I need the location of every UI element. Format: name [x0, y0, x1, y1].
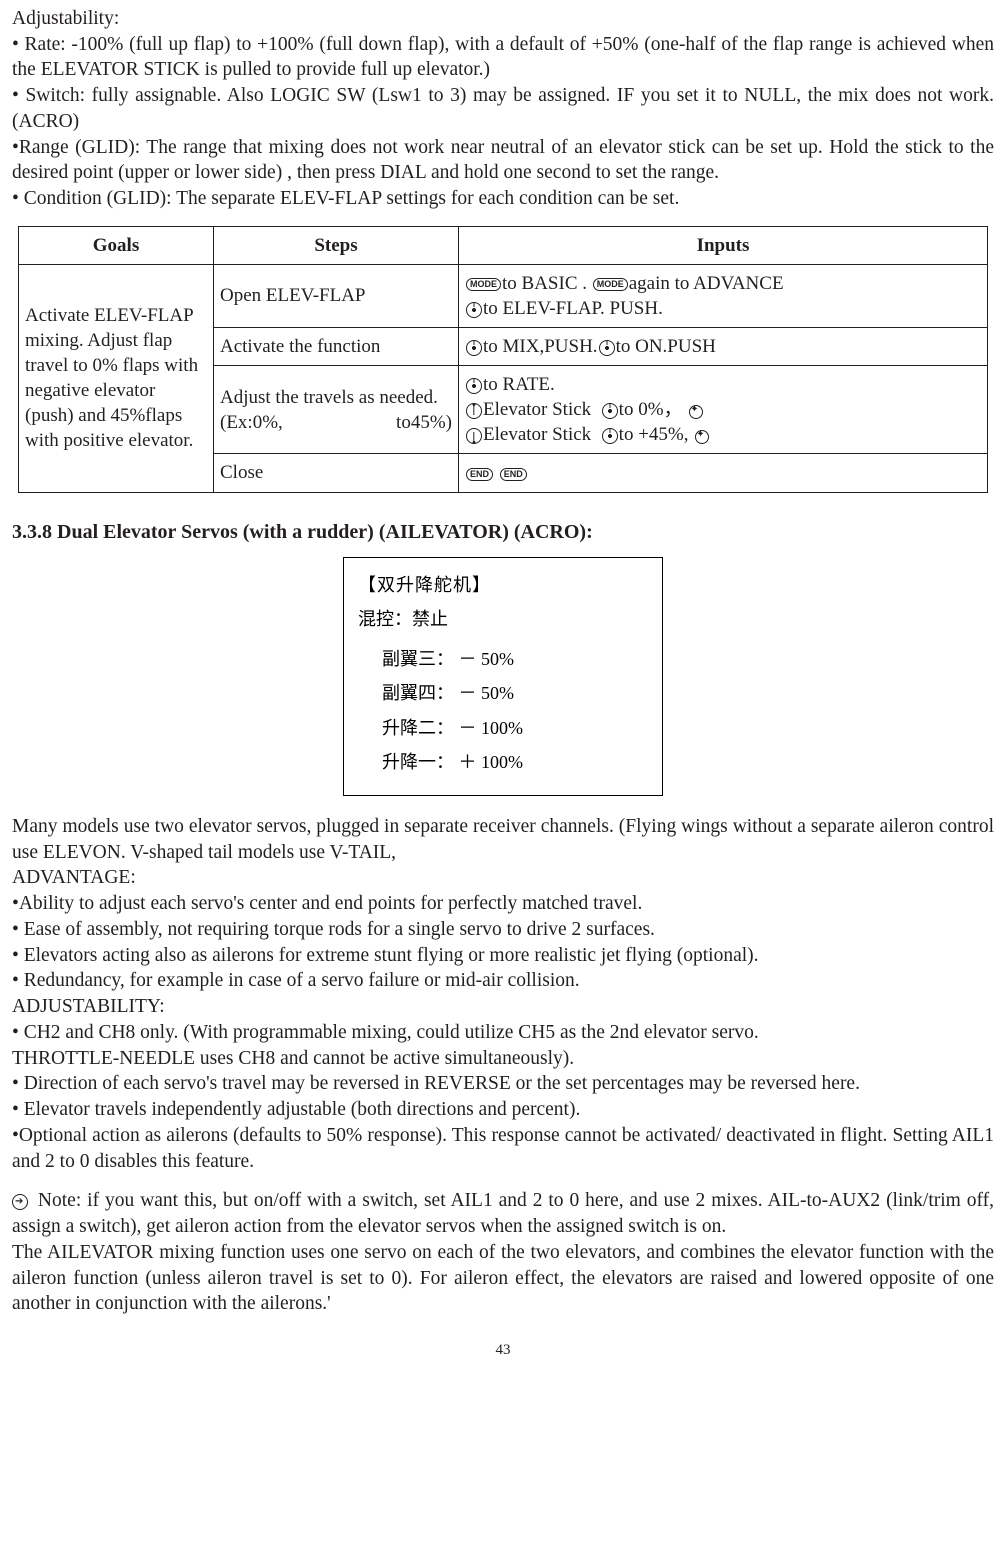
note-paragraph: Note: if you want this, but on/off with …: [12, 1188, 994, 1239]
final-paragraph: The AILEVATOR mixing function uses one s…: [12, 1240, 994, 1317]
adjustability-heading: Adjustability:: [12, 6, 994, 32]
th-steps: Steps: [214, 226, 459, 264]
adjustability-item: THROTTLE-NEEDLE uses CH8 and cannot be a…: [12, 1046, 994, 1072]
spark-icon: [688, 403, 704, 419]
th-goals: Goals: [19, 226, 214, 264]
input-cell: to MIX,PUSH. to ON.PUSH: [459, 328, 988, 366]
txt: to ELEV-FLAP. PUSH.: [483, 298, 663, 319]
adjustability-item: • Direction of each servo's travel may b…: [12, 1071, 994, 1097]
adjustability-item: •Optional action as ailerons (defaults t…: [12, 1123, 994, 1174]
stick-down-icon: [466, 428, 482, 444]
lcd-mix: 混控：禁止: [358, 602, 648, 636]
end-icon: END: [466, 468, 493, 481]
advantage-item: •Ability to adjust each servo's center a…: [12, 891, 994, 917]
txt: to 0%，: [619, 399, 683, 420]
stick-up-icon: [466, 403, 482, 419]
goals-steps-inputs-table: Goals Steps Inputs Activate ELEV-FLAP mi…: [18, 226, 988, 493]
step-cell: Activate the function: [214, 328, 459, 366]
goal-cell: Activate ELEV-FLAP mixing. Adjust flap t…: [19, 264, 214, 492]
advantage-item: • Ease of assembly, not requiring torque…: [12, 917, 994, 943]
table-row: Activate ELEV-FLAP mixing. Adjust flap t…: [19, 264, 988, 327]
end-icon: END: [500, 468, 527, 481]
dial-icon: [602, 428, 618, 444]
step-cell: Adjust the travels as needed.(Ex:0%, to4…: [214, 366, 459, 454]
page-number: 43: [12, 1341, 994, 1361]
txt: Elevator Stick: [483, 399, 591, 420]
dial-icon: [466, 340, 482, 356]
body-intro: Many models use two elevator servos, plu…: [12, 814, 994, 865]
note-text: Note: if you want this, but on/off with …: [12, 1190, 994, 1237]
mode-icon: MODE: [593, 278, 628, 291]
step-cell: Open ELEV-FLAP: [214, 264, 459, 327]
txt: to MIX,PUSH.: [483, 336, 598, 357]
input-cell: END END: [459, 454, 988, 492]
lcd-row: 副翼三： － 50%: [358, 642, 648, 676]
lcd-screenshot: 【双升降舵机】 混控：禁止 副翼三： － 50% 副翼四： － 50% 升降二：…: [343, 557, 663, 796]
mode-icon: MODE: [466, 278, 501, 291]
txt: again to ADVANCE: [629, 273, 784, 294]
dial-icon: [466, 302, 482, 318]
adjustability-rate: • Rate: -100% (full up flap) to +100% (f…: [12, 32, 994, 83]
dial-icon: [599, 340, 615, 356]
txt: to ON.PUSH: [616, 336, 716, 357]
th-inputs: Inputs: [459, 226, 988, 264]
input-cell: to RATE. Elevator Stick to 0%， Elevator …: [459, 366, 988, 454]
adjustability-item: • CH2 and CH8 only. (With programmable m…: [12, 1020, 994, 1046]
lcd-row: 副翼四： － 50%: [358, 676, 648, 710]
adjustability-range: •Range (GLID): The range that mixing doe…: [12, 135, 994, 186]
adjustability-subheading: ADJUSTABILITY:: [12, 994, 994, 1020]
table-header-row: Goals Steps Inputs: [19, 226, 988, 264]
txt: Elevator Stick: [483, 424, 591, 445]
lcd-title: 【双升降舵机】: [358, 568, 648, 602]
lcd-row: 升降一： ＋ 100%: [358, 745, 648, 779]
input-cell: MODEto BASIC . MODEagain to ADVANCE to E…: [459, 264, 988, 327]
txt: to BASIC .: [502, 273, 587, 294]
note-icon: [12, 1194, 28, 1210]
txt: to RATE.: [483, 374, 555, 395]
advantage-heading: ADVANTAGE:: [12, 865, 994, 891]
dial-icon: [602, 403, 618, 419]
section-title: 3.3.8 Dual Elevator Servos (with a rudde…: [12, 519, 994, 545]
advantage-item: • Redundancy, for example in case of a s…: [12, 968, 994, 994]
step-cell: Close: [214, 454, 459, 492]
txt: to +45%,: [619, 424, 689, 445]
lcd-row: 升降二： － 100%: [358, 711, 648, 745]
adjustability-switch: • Switch: fully assignable. Also LOGIC S…: [12, 83, 994, 134]
adjustability-condition: • Condition (GLID): The separate ELEV-FL…: [12, 186, 994, 212]
advantage-item: • Elevators acting also as ailerons for …: [12, 943, 994, 969]
dial-icon: [466, 378, 482, 394]
adjustability-item: • Elevator travels independently adjusta…: [12, 1097, 994, 1123]
spark-icon: [694, 428, 710, 444]
